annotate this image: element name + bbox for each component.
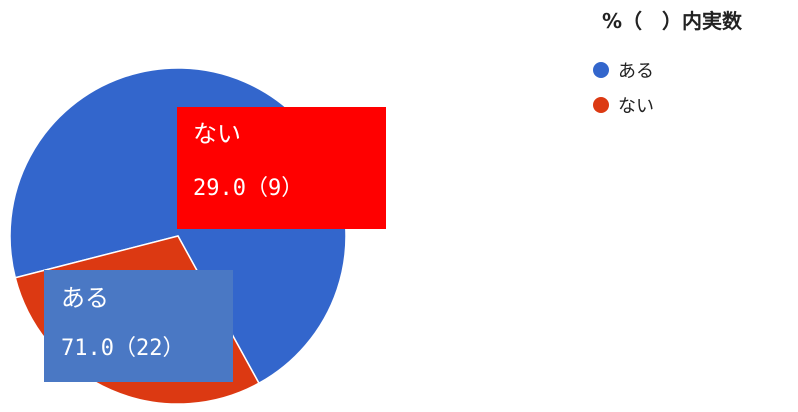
legend-marker-aru [593, 62, 609, 78]
slice-label-box-aru [44, 270, 233, 382]
slice-label-name-aru: ある [61, 284, 109, 312]
legend: ある ない [593, 61, 654, 117]
slice-label-name-nai: ない [193, 120, 241, 148]
slice-label-nai: ない 29.0（9） [177, 107, 386, 229]
slice-label-value-aru: 71.0（22） [61, 336, 184, 361]
legend-label-aru: ある [618, 61, 654, 82]
legend-item-nai: ない [593, 96, 654, 117]
slice-label-value-nai: 29.0（9） [193, 176, 303, 201]
chart-title: %（ ）内実数 [602, 9, 743, 33]
slice-label-aru: ある 71.0（22） [44, 270, 233, 382]
legend-label-nai: ない [618, 96, 654, 117]
legend-item-aru: ある [593, 61, 654, 82]
legend-marker-nai [593, 97, 609, 113]
slice-label-box-nai [177, 107, 386, 229]
